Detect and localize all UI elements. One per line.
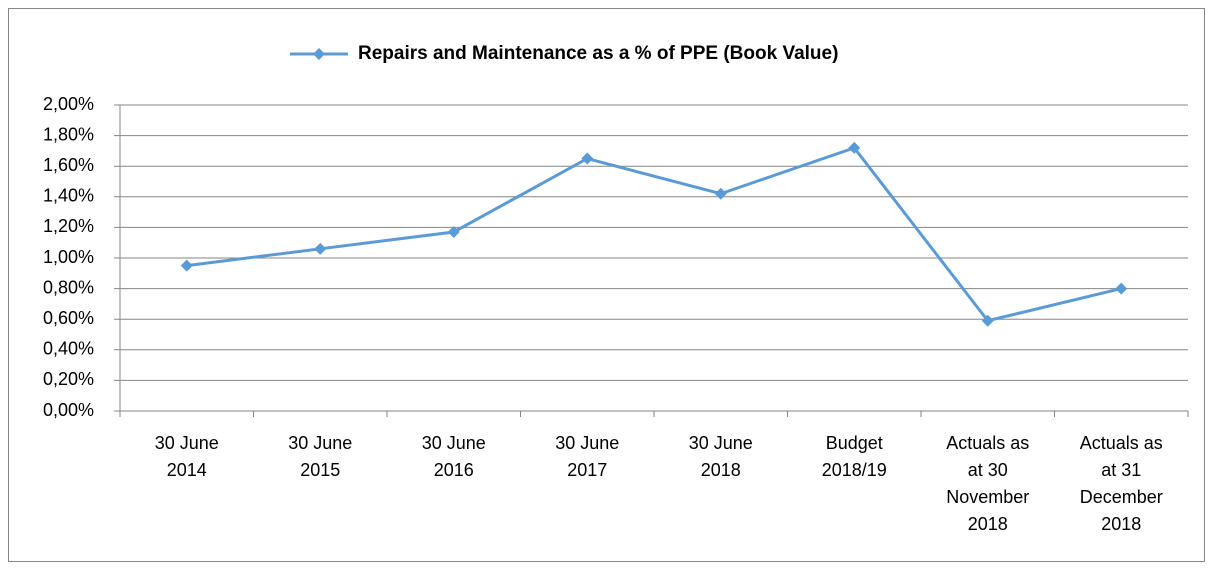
y-tick-label: 0,60% [43,308,94,328]
legend-marker [313,48,325,60]
y-tick-label: 1,00% [43,247,94,267]
y-tick-label: 0,20% [43,369,94,389]
point [447,225,460,238]
x-tick-label: 30 June 2018 [688,433,753,480]
point [581,152,594,165]
x-tick-label: Budget 2018/19 [821,433,887,480]
legend-label: Repairs and Maintenance as a % of PPE (B… [358,43,838,64]
x-tick-label: Actuals as at 30 November 2018 [946,433,1030,534]
y-tick-label: 1,60% [43,155,94,175]
y-tick-label: 2,00% [43,94,94,114]
x-tick-label: Actuals as at 31 December 2018 [1079,433,1163,534]
y-tick-label: 1,20% [43,216,94,236]
y-tick-label: 1,80% [43,124,94,144]
x-tick-label: 30 June 2016 [421,433,486,480]
y-tick-label: 0,40% [43,339,94,359]
x-tick-label: 30 June 2017 [555,433,620,480]
y-tick-label: 0,00% [43,400,94,420]
point [714,187,727,200]
chart-border [8,8,1205,562]
x-tick-label: 30 June 2015 [288,433,353,480]
y-tick-label: 1,40% [43,186,94,206]
point [1115,282,1128,295]
x-tick-label: 30 June 2014 [154,433,219,480]
point [981,314,994,327]
point [314,242,327,255]
y-tick-label: 0,80% [43,277,94,297]
point [848,141,861,154]
series-line [186,146,1122,323]
point [180,259,193,272]
